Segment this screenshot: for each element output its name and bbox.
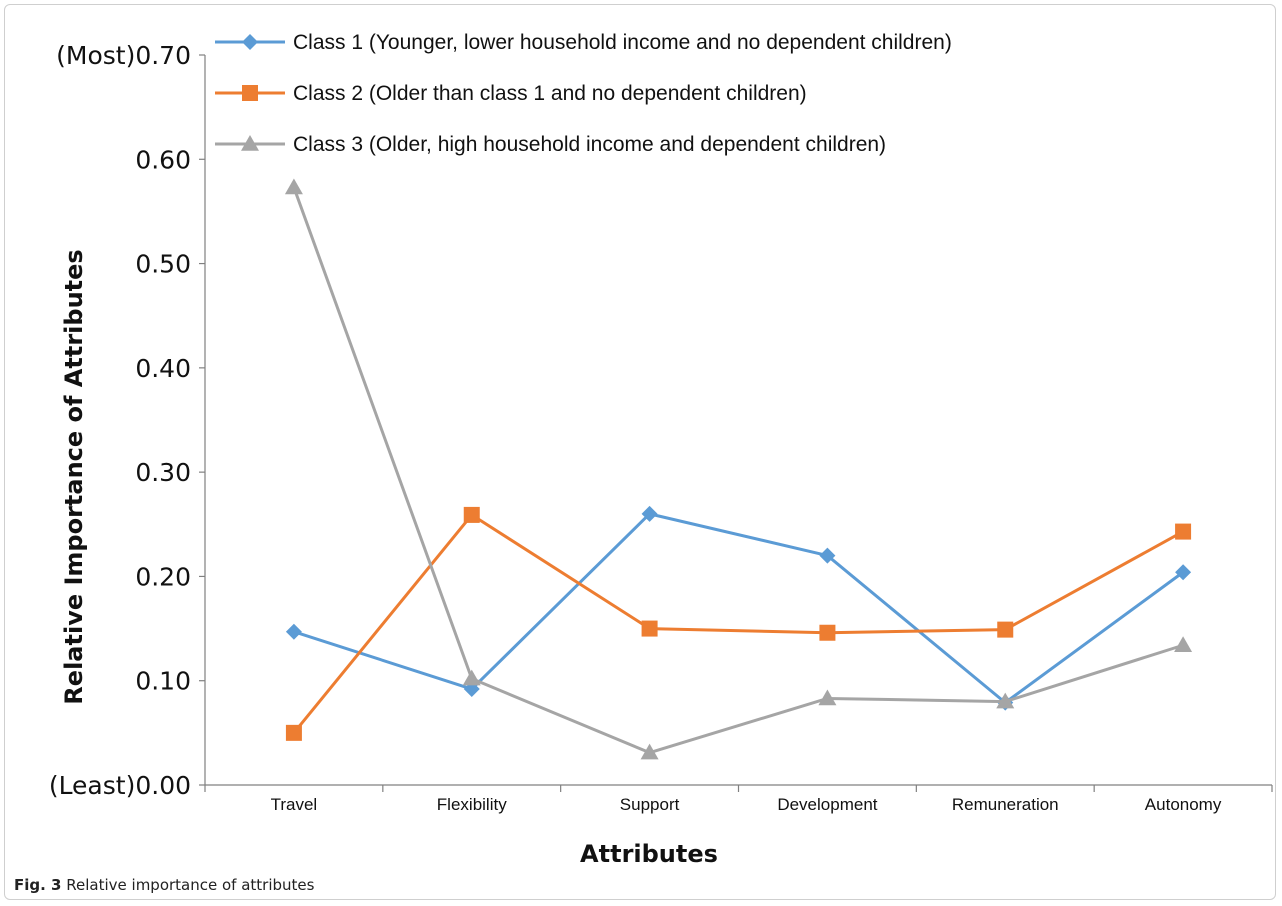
y-tick-label: 0.50 (135, 250, 191, 279)
x-tick-labels: Travel Flexibility Support Development Remun… (271, 795, 1222, 814)
series-line (293, 512, 1184, 705)
y-tick-label: (Least)0.00 (49, 771, 191, 800)
data-point (996, 692, 1015, 709)
caption-label: Fig. 3 (14, 876, 62, 894)
series-layer (284, 178, 1193, 760)
x-tick-label: Development (777, 795, 877, 814)
series-2 (285, 506, 1192, 741)
legend-entry-1: Class 1 (Younger, lower household income… (215, 31, 952, 54)
y-tick-label: 0.10 (135, 667, 191, 696)
legend: Class 1 (Younger, lower household income… (215, 31, 952, 156)
figure-frame (4, 4, 1276, 900)
data-point (284, 178, 303, 195)
line-chart: (Least)0.00 0.10 0.20 0.30 0.40 0.50 0.60 (Most… (49, 31, 1273, 868)
data-point (641, 505, 658, 522)
legend-label: Class 1 (Younger, lower household income… (293, 31, 952, 54)
x-tick-label: Support (620, 795, 680, 814)
y-tick-label: 0.40 (135, 354, 191, 383)
data-point (285, 623, 302, 640)
y-tick-label: 0.30 (135, 458, 191, 487)
data-point (640, 743, 659, 760)
legend-label: Class 3 (Older, high household income an… (293, 133, 886, 156)
y-tick-label: 0.20 (135, 562, 191, 591)
legend-label: Class 2 (Older than class 1 and no depen… (293, 82, 807, 105)
data-point (1175, 523, 1192, 540)
x-tick-label: Travel (271, 795, 318, 814)
caption-text: Relative importance of attributes (66, 876, 315, 894)
x-tick-label: Remuneration (952, 795, 1059, 814)
legend-entry-2: Class 2 (Older than class 1 and no depen… (215, 82, 807, 105)
x-tick-label: Autonomy (1145, 795, 1222, 814)
data-point (818, 689, 837, 706)
data-point (819, 624, 836, 641)
x-axis-title: Attributes (580, 840, 718, 868)
legend-marker (241, 135, 259, 151)
data-point (463, 506, 480, 523)
data-point (997, 621, 1014, 638)
y-tick-labels: (Least)0.00 0.10 0.20 0.30 0.40 0.50 0.60 (Most… (49, 41, 191, 800)
legend-entry-3: Class 3 (Older, high household income an… (215, 133, 886, 156)
data-point (1175, 564, 1192, 581)
figure-caption: Fig. 3 Relative importance of attributes (14, 876, 314, 894)
y-tick-label: (Most)0.70 (56, 41, 191, 70)
axes (199, 54, 1273, 792)
data-point (641, 620, 658, 637)
y-axis-title: Relative Importance of Attributes (60, 249, 88, 704)
series-line (292, 186, 1184, 755)
data-point (1174, 636, 1193, 653)
data-point (819, 547, 836, 564)
data-point (285, 724, 302, 741)
legend-marker (242, 85, 258, 101)
y-tick-label: 0.60 (135, 145, 191, 174)
x-tick-label: Flexibility (437, 795, 507, 814)
legend-marker (242, 34, 258, 50)
series-line (292, 513, 1184, 734)
data-point (462, 669, 481, 686)
series-3 (284, 178, 1193, 760)
